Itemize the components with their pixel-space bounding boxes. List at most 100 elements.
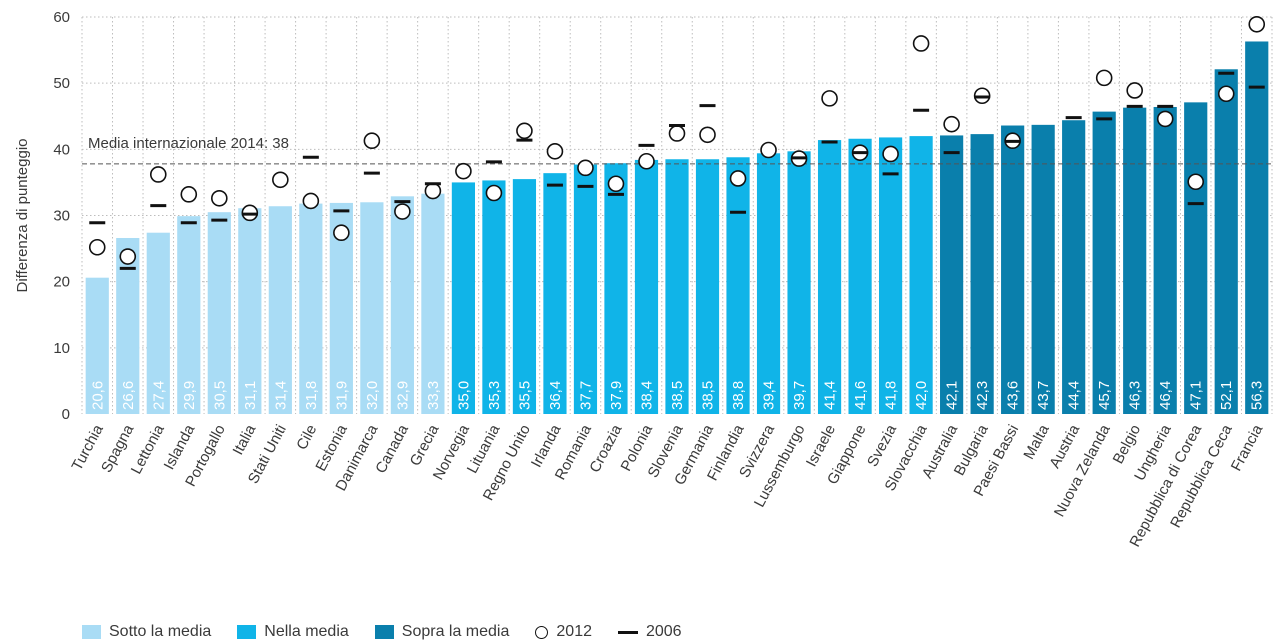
legend-swatch-below <box>82 625 101 639</box>
bar <box>116 237 140 414</box>
bar-value-label: 29,9 <box>181 381 198 410</box>
reference-line-label: Media internazionale 2014: 38 <box>88 135 289 152</box>
bar <box>787 151 811 414</box>
legend-label-2006: 2006 <box>645 623 682 640</box>
bar <box>1092 111 1116 414</box>
legend-item-above: Sopra la media <box>374 623 510 641</box>
marker-2012 <box>729 170 747 187</box>
bar-value-label: 42,3 <box>974 381 991 410</box>
bar <box>970 134 994 415</box>
reference-line-group: Media internazionale 2014: 38 <box>82 135 1272 165</box>
bar-value-label: 31,9 <box>333 381 350 410</box>
marker-2012 <box>1187 173 1205 191</box>
y-tick-label: 10 <box>53 340 70 357</box>
bar-value-label: 31,4 <box>272 381 289 410</box>
legend-swatch-in <box>237 625 257 639</box>
marker-2012 <box>333 224 350 242</box>
bar-value-label: 35,0 <box>455 381 472 410</box>
bar-value-label: 30,5 <box>211 381 228 410</box>
bar-value-label: 39,7 <box>791 381 808 410</box>
bar-value-label: 31,8 <box>303 381 320 410</box>
bar-value-label: 56,3 <box>1249 381 1266 410</box>
bar <box>604 163 628 414</box>
bar <box>543 173 567 414</box>
bar <box>1245 41 1269 415</box>
bar-value-label: 45,7 <box>1096 381 1113 410</box>
bar <box>1001 125 1025 414</box>
bar <box>482 180 506 414</box>
bar <box>299 203 323 414</box>
marker-2012 <box>607 175 625 193</box>
marker-2012 <box>211 189 228 207</box>
legend-item-below: Sotto la media <box>82 623 211 641</box>
legend-item-in: Nella media <box>237 623 349 641</box>
marker-2012 <box>943 115 960 133</box>
bar-value-label: 36,4 <box>547 381 564 410</box>
bar-value-label: 32,9 <box>394 381 411 410</box>
legend-label-above: Sopra la media <box>401 623 510 640</box>
bar-value-label: 33,3 <box>425 381 442 410</box>
bar <box>1214 69 1238 414</box>
marker-2012 <box>1248 15 1266 33</box>
legend-label-in: Nella media <box>264 623 349 640</box>
bar-value-label: 43,7 <box>1035 381 1052 410</box>
markers <box>88 15 1266 270</box>
bar-value-label: 47,1 <box>1188 381 1205 410</box>
bar-value-label: 20,6 <box>89 381 106 410</box>
category-label: Cile <box>293 422 320 453</box>
y-tick-label: 0 <box>62 406 70 423</box>
marker-2012 <box>668 125 686 142</box>
bar-value-label: 38,5 <box>700 381 717 410</box>
bar-value-label: 35,5 <box>516 381 533 410</box>
category-label: Italia <box>229 421 259 458</box>
y-tick-label: 40 <box>53 141 70 158</box>
marker-2012 <box>119 248 137 265</box>
bar <box>177 216 201 414</box>
y-tick-label: 30 <box>53 208 70 225</box>
marker-2012 <box>882 145 899 163</box>
bar <box>512 179 537 414</box>
marker-2012 <box>1126 82 1143 99</box>
bar <box>390 196 414 414</box>
marker-2012 <box>149 166 167 183</box>
bar <box>817 140 842 414</box>
marker-2012 <box>699 126 716 144</box>
bars <box>85 41 1269 415</box>
y-tick-label: 20 <box>53 274 70 291</box>
bar <box>360 202 384 414</box>
legend-label-below: Sotto la media <box>109 623 212 640</box>
bar <box>329 202 353 414</box>
marker-2012 <box>302 192 320 210</box>
bar <box>848 138 872 414</box>
bar <box>1153 106 1177 414</box>
bar-value-label: 46,4 <box>1157 381 1174 410</box>
bar <box>695 159 720 414</box>
bar <box>878 137 903 414</box>
bar-value-label: 44,4 <box>1066 381 1083 410</box>
marker-2012 <box>516 122 533 140</box>
marker-2012 <box>272 171 289 189</box>
bar <box>909 136 933 414</box>
bar <box>238 208 262 414</box>
bar-value-label: 52,1 <box>1218 381 1235 410</box>
bar-value-label: 43,6 <box>1005 381 1022 410</box>
bar <box>726 157 750 415</box>
category-label: Malta <box>1020 421 1053 462</box>
legend-item-2006: 2006 <box>617 623 682 641</box>
bar <box>207 212 231 414</box>
bar <box>1123 107 1147 415</box>
legend-label-2012: 2012 <box>556 623 592 640</box>
marker-2012 <box>577 159 594 177</box>
marker-2012 <box>638 152 655 170</box>
marker-2012 <box>424 182 442 200</box>
bar-value-label: 27,4 <box>150 381 167 410</box>
bar-value-label: 37,7 <box>577 381 594 410</box>
bar <box>268 206 292 414</box>
bar-value-label: 31,1 <box>242 381 259 410</box>
bar <box>451 182 476 414</box>
marker-2012 <box>394 203 411 220</box>
marker-2012 <box>455 162 472 180</box>
marker-2012 <box>1156 110 1174 128</box>
bar <box>756 153 781 414</box>
marker-2012 <box>363 132 381 150</box>
